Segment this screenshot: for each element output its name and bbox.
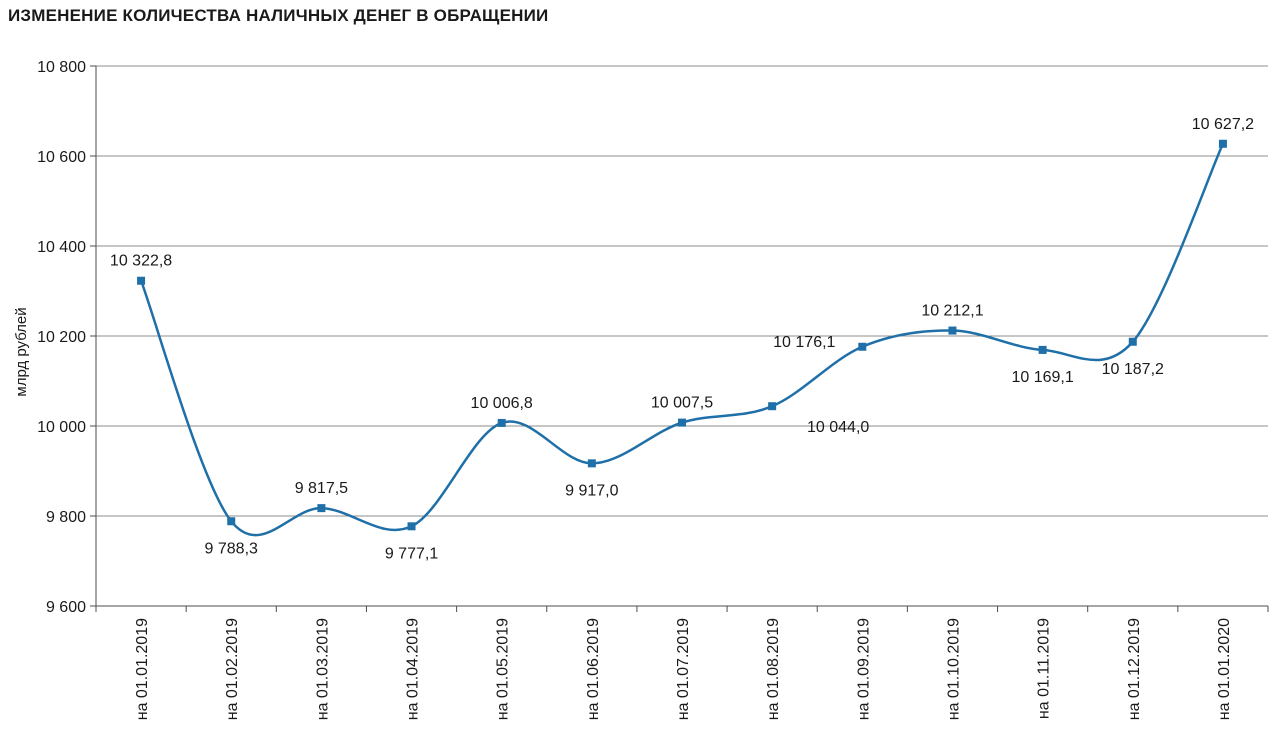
series-line — [139, 143, 1225, 537]
data-label: 10 322,8 — [110, 253, 172, 270]
data-label: 10 176,1 — [773, 334, 835, 351]
data-markers — [137, 139, 1227, 531]
x-tick-label: на 01.10.2019 — [945, 618, 962, 720]
data-point — [1218, 139, 1227, 148]
data-label: 9 817,5 — [295, 480, 348, 497]
y-tick-label: 10 000 — [37, 419, 86, 436]
data-label: 10 007,5 — [651, 395, 713, 412]
data-label: 10 169,1 — [1011, 369, 1073, 386]
data-point — [1128, 337, 1137, 346]
x-tick-label: на 01.11.2019 — [1036, 618, 1053, 719]
data-label: 9 917,0 — [565, 482, 618, 499]
x-tick-label: на 01.01.2020 — [1216, 618, 1233, 720]
data-point — [768, 402, 777, 411]
data-point — [317, 504, 326, 513]
x-tick-label: на 01.12.2019 — [1126, 618, 1143, 720]
data-point — [407, 522, 416, 531]
data-point — [137, 276, 146, 285]
data-point — [587, 459, 596, 468]
data-point — [858, 342, 867, 351]
data-point — [227, 517, 236, 526]
x-tick-label: на 01.09.2019 — [855, 618, 872, 720]
y-tick-label: 9 800 — [46, 509, 86, 526]
data-label: 10 187,2 — [1102, 361, 1164, 378]
y-tick-label: 10 800 — [37, 59, 86, 76]
x-tick-label: на 01.01.2019 — [134, 618, 151, 720]
x-tick-label: на 01.07.2019 — [675, 618, 692, 720]
data-label: 10 044,0 — [807, 419, 869, 436]
y-tick-label: 10 400 — [37, 239, 86, 256]
axes — [90, 65, 1269, 612]
data-label: 10 627,2 — [1192, 116, 1254, 133]
data-point — [497, 418, 506, 427]
y-tick-labels: 9 600 9 800 10 000 10 200 10 400 10 600 10 800 — [37, 59, 86, 616]
data-point — [1038, 345, 1047, 354]
x-tick-label: на 01.03.2019 — [314, 618, 331, 720]
series-path — [139, 143, 1225, 537]
y-tick-label: 10 200 — [37, 329, 86, 346]
data-point — [948, 326, 957, 335]
data-labels: 10 322,8 9 788,3 9 817,5 9 777,1 10 006,8 9 9… — [110, 116, 1254, 563]
x-tick-label: на 01.06.2019 — [585, 618, 602, 720]
x-tick-label: на 01.05.2019 — [495, 618, 512, 720]
grid-lines — [96, 65, 1268, 517]
y-axis-title: млрд рублей — [13, 307, 30, 396]
x-tick-labels: на 01.01.2019 на 01.02.2019 на 01.03.2019 н… — [134, 618, 1233, 720]
y-tick-label: 9 600 — [46, 599, 86, 616]
data-label: 9 788,3 — [205, 540, 258, 557]
data-label: 10 006,8 — [471, 395, 533, 412]
chart-title: ИЗМЕНЕНИЕ КОЛИЧЕСТВА НАЛИЧНЫХ ДЕНЕГ В ОБ… — [8, 6, 549, 25]
x-tick-label: на 01.02.2019 — [224, 618, 241, 720]
x-tick-label: на 01.08.2019 — [765, 618, 782, 720]
x-tick-label: на 01.04.2019 — [405, 618, 422, 720]
data-point — [678, 418, 686, 427]
data-label: 10 212,1 — [921, 303, 983, 320]
y-tick-label: 10 600 — [37, 149, 86, 166]
data-label: 9 777,1 — [385, 545, 438, 562]
